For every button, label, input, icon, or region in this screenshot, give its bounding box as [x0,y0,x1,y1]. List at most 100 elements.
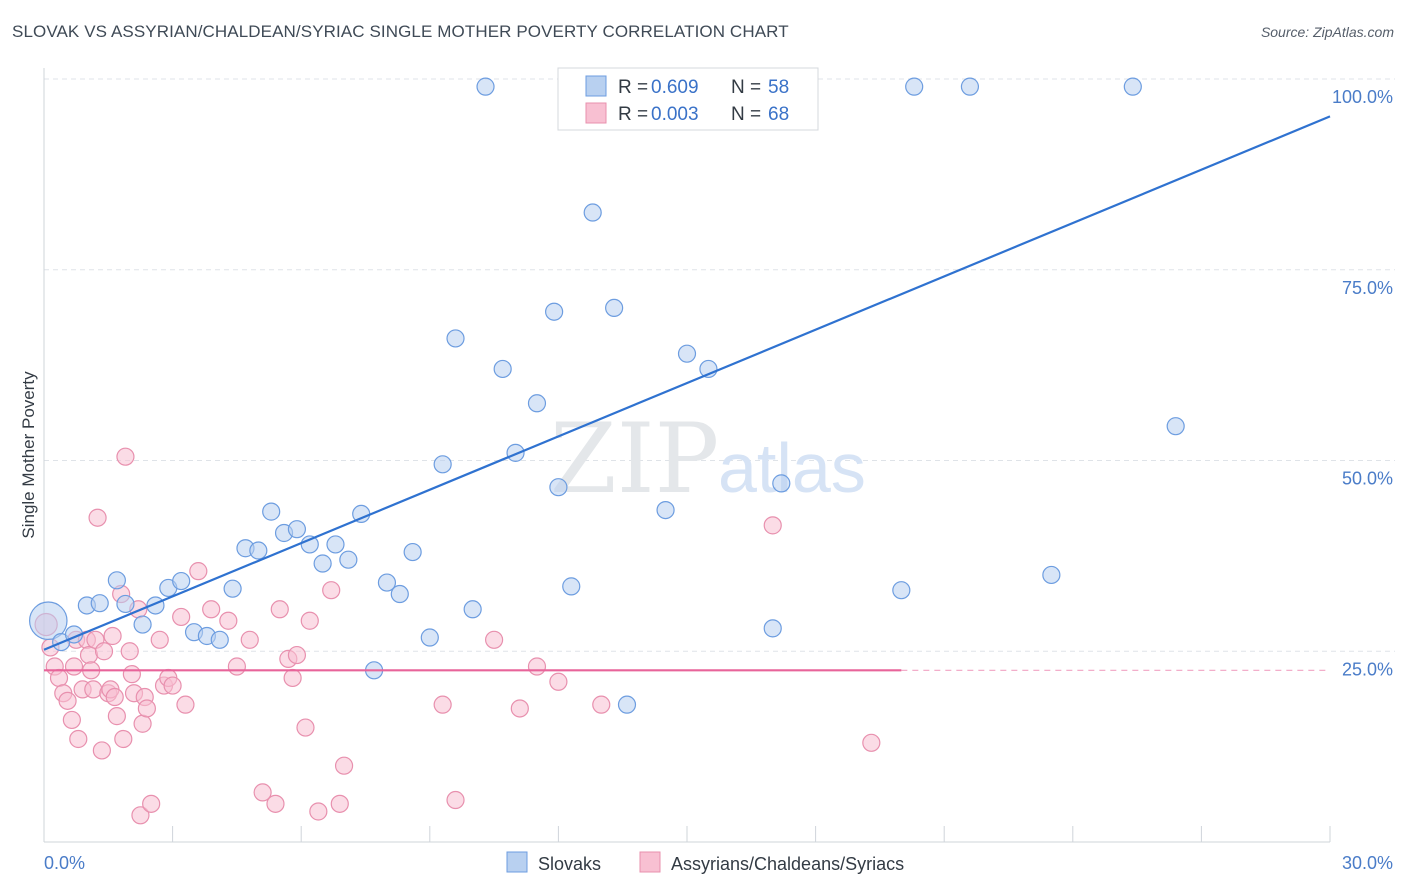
slovaks-point [390,584,409,604]
slovaks-point [1042,565,1061,585]
slovaks-point [545,302,564,321]
slovaks-point [446,329,465,348]
assyrians-point [189,562,208,581]
legend-slovaks-n-label: N = [731,77,761,98]
grid-lines [44,78,1395,652]
slovaks-point [377,573,397,592]
y-axis-title: Single Mother Poverty [19,371,38,539]
slovaks-point [287,520,307,539]
bottom-legend-slovaks-label[interactable]: Slovaks [538,854,601,874]
slovaks-point [339,550,358,569]
slovaks-point [403,542,422,562]
slovaks-point [905,77,924,96]
slovaks-point [617,695,637,714]
assyrians-point [142,794,161,813]
assyrians-point [131,806,150,825]
watermark-atlas: atlas [718,429,866,507]
slovaks-point [223,579,242,598]
slovaks-point [772,474,791,493]
slovaks-point [1123,77,1142,96]
assyrians-point [150,630,169,649]
assyrians-point [202,600,221,619]
slovaks-point [420,628,439,647]
assyrians-point [240,630,259,649]
assyrians-point [163,676,182,695]
assyrians-point [49,668,69,688]
assyrians-point [137,699,156,718]
y-tick-label: 50.0% [1342,469,1393,489]
assyrians-point [64,657,84,676]
slovaks-point [583,203,602,222]
x-tick-label-min: 0.0% [44,853,85,873]
assyrians-point [227,657,246,676]
assyrians-point [116,447,135,466]
bottom-legend-assyrians-label[interactable]: Assyrians/Chaldeans/Syriacs [671,854,904,874]
x-tick-label-max: 30.0% [1342,853,1393,873]
slovaks-point [116,594,135,614]
assyrians-point [309,802,328,821]
y-tick-label: 25.0% [1342,659,1393,679]
assyrians-point [266,794,285,813]
slovaks-point [656,500,675,520]
slovaks-point [133,615,152,634]
assyrians-point [433,695,452,714]
legend-slovaks-n-value: 58 [768,77,789,98]
assyrians-point [114,729,133,749]
legend-assyrians-r-label: R = [618,104,648,125]
assyrians-point [592,695,611,714]
assyrians-point [133,714,152,733]
slovaks-point [28,601,68,641]
tick-labels: 25.0% 50.0% 75.0% 100.0% 0.0% 30.0% [44,87,1393,873]
slovaks-point [463,600,482,619]
bottom-legend-assyrians-swatch[interactable] [639,851,661,873]
assyrians-point [62,710,81,730]
watermark-zip: ZIP [550,403,719,515]
assyrians-point [322,581,341,600]
slovaks-point [1166,417,1185,436]
slovaks-point [262,502,281,521]
assyrians-point [510,699,529,718]
assyrians-point [330,794,349,813]
assyrians-point [283,668,302,688]
assyrians-point [549,672,568,691]
slovaks-point [107,571,126,590]
assyrians-point [334,756,354,775]
assyrians-point [253,783,272,802]
assyrians-points [34,447,881,825]
axes [43,68,1331,843]
slovaks-point [677,344,697,363]
watermark: ZIP atlas [550,403,866,515]
assyrians-point [287,645,307,665]
bottom-legend-slovaks-swatch[interactable] [506,851,528,873]
slovaks-points [28,77,1185,714]
assyrians-point [120,642,139,661]
assyrians-point [105,687,124,707]
assyrians-point [219,611,238,630]
slovaks-point [326,535,345,554]
slovaks-point [90,594,109,613]
trend-lines [43,115,1331,672]
assyrians-point [69,729,88,749]
legend-slovaks-swatch [585,75,607,97]
legend-slovaks-r-value: 0.609 [651,77,699,98]
assyrians-point [862,733,881,752]
bottom-legend: Slovaks Assyrians/Chaldeans/Syriacs [506,851,904,874]
legend-assyrians-r-value: 0.003 [651,104,699,125]
legend-assyrians-n-value: 68 [768,104,789,125]
source-label: Source: ZipAtlas.com [1260,24,1394,40]
legend-slovaks-r-label: R = [618,77,648,98]
assyrians-point [58,691,77,710]
assyrians-point [122,665,141,684]
assyrians-point [92,741,111,760]
slovaks-point [763,619,782,638]
slovaks-point [433,455,452,474]
legend-assyrians-n-label: N = [731,104,761,125]
assyrians-point [527,657,547,676]
legend-assyrians-swatch [585,102,607,124]
assyrians-point [446,790,465,810]
assyrians-point [176,695,195,714]
assyrians-point [270,600,289,619]
assyrians-point [94,642,114,661]
assyrians-point [485,630,504,649]
